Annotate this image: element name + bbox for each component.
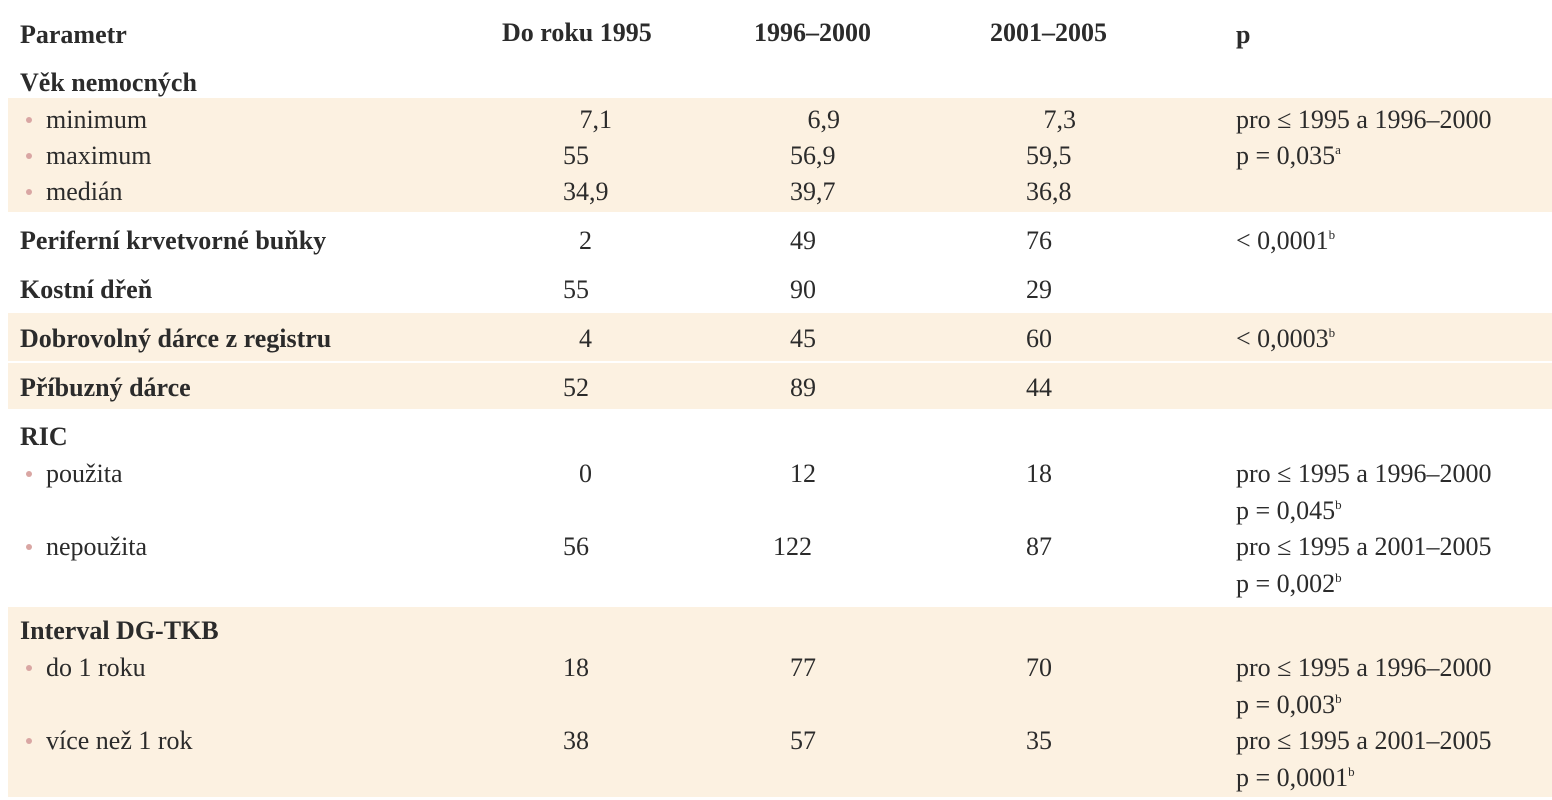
p-over-1-year-line2: p = 0,0001b [1236, 763, 1355, 792]
cell-ric-used-1995: 0 [579, 459, 592, 488]
header-col-1995: Do roku 1995 [502, 18, 652, 47]
cell-bone-marrow-1995: 55 [563, 275, 589, 304]
cell-related-donor-2001: 44 [1026, 373, 1052, 402]
row-label-median: medián [46, 177, 123, 206]
section-title-ric: RIC [20, 422, 68, 451]
cell-over-1-year-1995: 38 [563, 726, 589, 755]
section-title-age: Věk nemocných [20, 68, 197, 97]
bullet-icon [26, 738, 32, 744]
cell-related-donor-1995: 52 [563, 373, 589, 402]
header-col-1996-2000: 1996–2000 [754, 18, 871, 47]
p-under-1-year-line1: pro ≤ 1995 a 1996–2000 [1236, 653, 1492, 682]
row-label-bone-marrow: Kostní dřeň [20, 275, 153, 304]
row-label-ric-not-used: nepoužita [46, 532, 148, 561]
row-label-registry-donor: Dobrovolný dárce z registru [20, 324, 332, 353]
cell-registry-donor-1995: 4 [579, 324, 592, 353]
p-over-1-year-line1: pro ≤ 1995 a 2001–2005 [1236, 726, 1492, 755]
cell-bone-marrow-2001: 29 [1026, 275, 1052, 304]
row-label-over-1-year: více než 1 rok [46, 726, 193, 755]
cell-peripheral-1996: 49 [790, 226, 816, 255]
cell-maximum-2001: 59,5 [1026, 141, 1072, 170]
p-ric-not-used-line2: p = 0,002b [1236, 569, 1342, 598]
cell-ric-not-used-1995: 56 [563, 532, 589, 561]
p-ric-used-line1: pro ≤ 1995 a 1996–2000 [1236, 459, 1492, 488]
p-age-line1: pro ≤ 1995 a 1996–2000 [1236, 105, 1492, 134]
bullet-icon [26, 665, 32, 671]
p-under-1-year-line2: p = 0,003b [1236, 690, 1342, 719]
header-col-2001-2005: 2001–2005 [990, 18, 1107, 47]
bullet-icon [26, 153, 32, 159]
cell-ric-not-used-2001: 87 [1026, 532, 1052, 561]
header-p: p [1236, 20, 1251, 49]
cell-ric-not-used-1996: 122 [773, 532, 812, 561]
cell-under-1-year-2001: 70 [1026, 653, 1052, 682]
cell-registry-donor-1996: 45 [790, 324, 816, 353]
cell-maximum-1996: 56,9 [790, 141, 836, 170]
cell-over-1-year-1996: 57 [790, 726, 816, 755]
cell-maximum-1995: 55 [563, 141, 589, 170]
cell-ric-used-2001: 18 [1026, 459, 1052, 488]
cell-bone-marrow-1996: 90 [790, 275, 816, 304]
row-label-peripheral: Periferní krvetvorné buňky [20, 226, 327, 255]
cell-over-1-year-2001: 35 [1026, 726, 1052, 755]
shade-band-age [8, 98, 1552, 212]
shade-band-interval [8, 607, 1552, 797]
row-label-maximum: maximum [46, 141, 152, 170]
cell-median-2001: 36,8 [1026, 177, 1072, 206]
bullet-icon [26, 471, 32, 477]
cell-median-1995: 34,9 [563, 177, 609, 206]
cell-ric-used-1996: 12 [790, 459, 816, 488]
row-label-under-1-year: do 1 roku [46, 653, 146, 682]
row-label-ric-used: použita [46, 459, 123, 488]
cell-registry-donor-2001: 60 [1026, 324, 1052, 353]
section-title-interval: Interval DG-TKB [20, 616, 219, 645]
p-ric-not-used-line1: pro ≤ 1995 a 2001–2005 [1236, 532, 1492, 561]
row-label-minimum: minimum [46, 105, 148, 134]
cell-median-1996: 39,7 [790, 177, 836, 206]
cell-under-1-year-1996: 77 [790, 653, 816, 682]
bullet-icon [26, 189, 32, 195]
p-ric-used-line2: p = 0,045b [1236, 496, 1342, 525]
band-divider [8, 361, 1552, 363]
cell-peripheral-2001: 76 [1026, 226, 1052, 255]
cell-peripheral-1995: 2 [579, 226, 592, 255]
p-age-line2: p = 0,035a [1236, 141, 1341, 170]
cell-minimum-2001: 7,3 [1043, 105, 1077, 134]
cell-related-donor-1996: 89 [790, 373, 816, 402]
cell-minimum-1996: 6,9 [807, 105, 841, 134]
p-registry-donor: < 0,0003b [1236, 324, 1336, 353]
cell-under-1-year-1995: 18 [563, 653, 589, 682]
bullet-icon [26, 544, 32, 550]
row-label-related-donor: Příbuzný dárce [20, 373, 191, 402]
p-peripheral: < 0,0001b [1236, 226, 1336, 255]
header-param: Parametr [20, 20, 127, 49]
cell-minimum-1995: 7,1 [579, 105, 613, 134]
bullet-icon [26, 117, 32, 123]
